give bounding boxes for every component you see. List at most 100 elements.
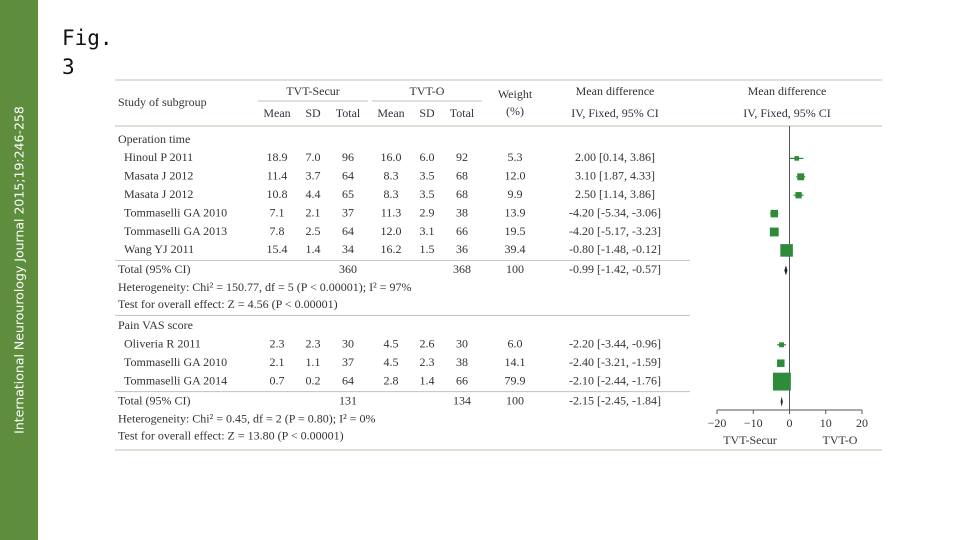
cell: 2.3 (420, 355, 435, 369)
cell: 2.1 (270, 355, 285, 369)
overall-effect: Test for overall effect: Z = 4.56 (P < 0… (118, 297, 338, 311)
cell: 64 (342, 373, 354, 387)
header: TVT-Secur (286, 84, 340, 98)
cell: 100 (506, 393, 524, 407)
cell: 134 (453, 393, 471, 407)
x-tick-label: −10 (744, 416, 763, 430)
effect-square (772, 372, 791, 391)
effect-square (797, 173, 805, 181)
cell: 38 (456, 355, 468, 369)
header: IV, Fixed, 95% CI (743, 106, 830, 120)
ci-label: -4.20 [-5.34, -3.06] (569, 205, 661, 219)
sub-header: Total (336, 106, 361, 120)
cell: 7.0 (306, 150, 321, 164)
sub-header: Mean (377, 106, 404, 120)
sidebar (0, 0, 38, 540)
cell: 2.9 (420, 205, 435, 219)
favors-label: TVT-O (823, 433, 858, 447)
cell: 1.5 (420, 242, 435, 256)
x-tick-label: 20 (856, 416, 868, 430)
cell: 13.9 (505, 205, 526, 219)
cell: 68 (456, 169, 468, 183)
cell: 79.9 (505, 373, 526, 387)
ci-label: -4.20 [-5.17, -3.23] (569, 224, 661, 238)
cell: 1.4 (306, 242, 321, 256)
cell: 65 (342, 187, 354, 201)
cell: 2.3 (270, 337, 285, 351)
cell: 2.3 (306, 337, 321, 351)
ci-label: 2.50 [1.14, 3.86] (575, 187, 655, 201)
ci-label: 3.10 [1.87, 4.33] (575, 169, 655, 183)
header: IV, Fixed, 95% CI (571, 106, 658, 120)
heading-box: Fig. 3 (62, 26, 113, 79)
cell: 8.3 (384, 187, 399, 201)
total-diamond (780, 396, 783, 407)
effect-square (795, 192, 802, 199)
header: TVT-O (410, 84, 445, 98)
cell: 11.4 (267, 169, 288, 183)
cell: 34 (342, 242, 354, 256)
cell: 96 (342, 150, 354, 164)
cell: 2.5 (306, 224, 321, 238)
cell: 66 (456, 224, 468, 238)
header: Mean difference (576, 84, 655, 98)
ci-label: -0.99 [-1.42, -0.57] (569, 262, 661, 276)
heterogeneity: Heterogeneity: Chi² = 150.77, df = 5 (P … (118, 280, 411, 294)
x-tick-label: −20 (708, 416, 727, 430)
cell: 36 (456, 242, 468, 256)
cell: 7.1 (270, 205, 285, 219)
cell: 14.1 (505, 355, 526, 369)
heading: Fig. 3 (62, 26, 113, 79)
cell: 368 (453, 262, 471, 276)
cell: 92 (456, 150, 468, 164)
cell: 68 (456, 187, 468, 201)
cell: 3.1 (420, 224, 435, 238)
sub-header: Mean (263, 106, 290, 120)
cell: 0.2 (306, 373, 321, 387)
study-name: Oliveria R 2011 (124, 337, 201, 351)
effect-square (794, 156, 800, 161)
study-name: Tommaselli GA 2010 (124, 205, 227, 219)
cell: 66 (456, 373, 468, 387)
header: (%) (506, 104, 524, 118)
cell: 2.1 (306, 205, 321, 219)
cell: 3.7 (306, 169, 321, 183)
header: Weight (498, 87, 533, 101)
cell: 11.3 (381, 205, 402, 219)
cell: 9.9 (508, 187, 523, 201)
cell: 0.7 (270, 373, 285, 387)
sub-header: SD (305, 106, 321, 120)
cell: 1.1 (306, 355, 321, 369)
cell: 16.0 (381, 150, 402, 164)
cell: 4.5 (384, 337, 399, 351)
overall-effect: Test for overall effect: Z = 13.80 (P < … (118, 428, 344, 442)
cell: 30 (342, 337, 354, 351)
cell: 38 (456, 205, 468, 219)
effect-square (779, 342, 784, 348)
ci-label: -2.10 [-2.44, -1.76] (569, 373, 661, 387)
cell: 5.3 (508, 150, 523, 164)
cell: 4.5 (384, 355, 399, 369)
total-name: Total (95% CI) (118, 393, 190, 407)
ci-label: -2.40 [-3.21, -1.59] (569, 355, 661, 369)
cell: 3.5 (420, 187, 435, 201)
ci-label: -2.15 [-2.45, -1.84] (569, 393, 661, 407)
cell: 6.0 (508, 337, 523, 351)
cell: 2.8 (384, 373, 399, 387)
cell: 12.0 (505, 169, 526, 183)
cell: 1.4 (420, 373, 435, 387)
study-name: Tommaselli GA 2013 (124, 224, 227, 238)
sub-header: Total (450, 106, 475, 120)
study-name: Masata J 2012 (124, 187, 193, 201)
cell: 2.6 (420, 337, 435, 351)
cell: 12.0 (381, 224, 402, 238)
subgroup-name: Pain VAS score (118, 318, 193, 332)
cell: 64 (342, 169, 354, 183)
sidebar-text: International Neurourology Journal 2015;… (12, 106, 27, 434)
cell: 10.8 (267, 187, 288, 201)
header: Study of subgroup (118, 95, 207, 109)
cell: 37 (342, 355, 354, 369)
cell: 3.5 (420, 169, 435, 183)
cell: 16.2 (381, 242, 402, 256)
